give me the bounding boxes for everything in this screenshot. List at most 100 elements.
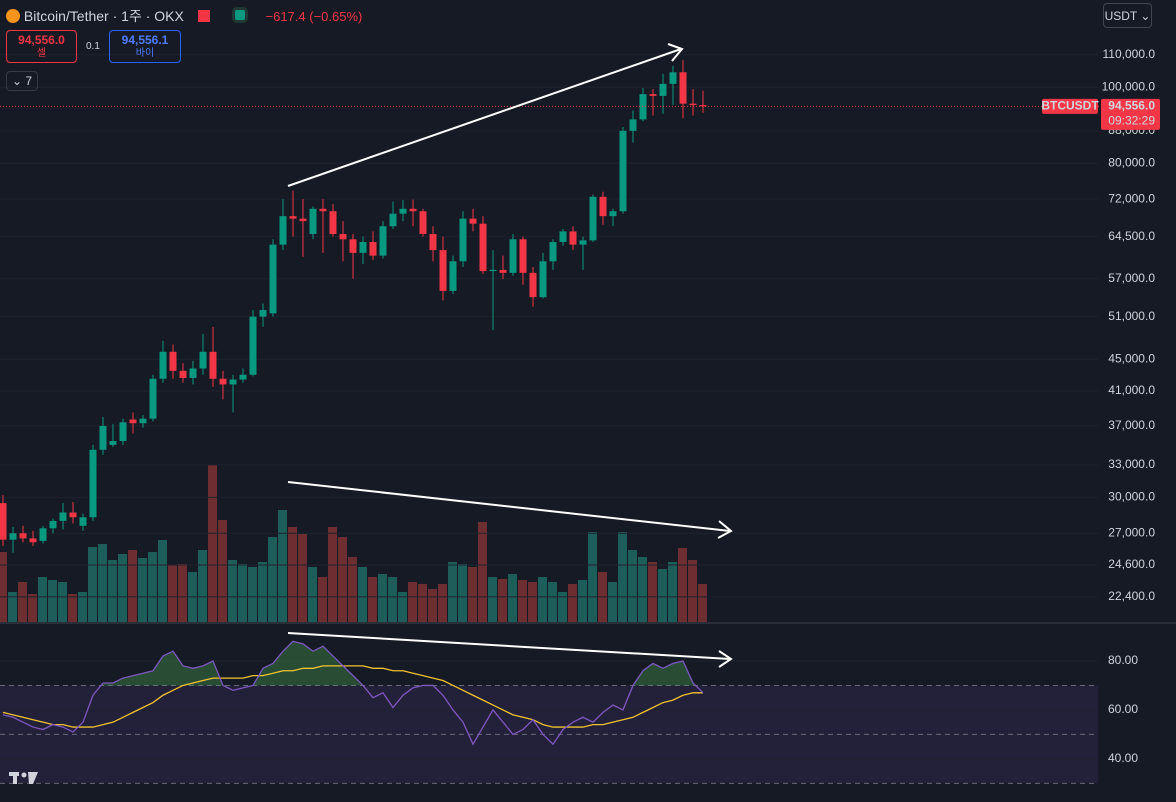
candle-body — [289, 216, 297, 219]
candle-body — [219, 378, 227, 385]
volume-bar — [398, 592, 407, 622]
y-tick-label: 64,500.0 — [1108, 229, 1155, 243]
y-tick-label: 22,400.0 — [1108, 589, 1155, 603]
y-tick-label: 30,000.0 — [1108, 490, 1155, 504]
volume-bar — [508, 574, 517, 622]
volume-bar — [528, 582, 537, 622]
trend-arrow — [287, 481, 731, 532]
volume-bar — [168, 565, 177, 622]
volume-bar — [628, 550, 637, 622]
arrow-head — [717, 520, 733, 539]
symbol-tag — [1042, 98, 1098, 114]
buy-button[interactable]: 94,556.1 바이 — [109, 30, 181, 63]
candle-body — [369, 241, 377, 256]
candle-body — [399, 208, 407, 214]
volume-bar — [568, 584, 577, 622]
candle-body — [569, 231, 577, 245]
volume-bar — [448, 562, 457, 622]
candle-body — [469, 218, 477, 224]
currency-selector[interactable]: USDT ⌄ — [1103, 3, 1152, 28]
candle-body — [69, 512, 77, 518]
symbol-title[interactable]: Bitcoin/Tether · 1주 · OKX — [23, 8, 184, 24]
volume-bar — [18, 582, 27, 622]
candle-body — [39, 528, 47, 541]
candle-body — [189, 368, 197, 378]
countdown-label: 09:32:29 — [1108, 114, 1155, 128]
candle-body — [359, 241, 367, 253]
candle-body — [419, 211, 427, 235]
candle-body — [549, 241, 557, 262]
volume-bar — [268, 537, 277, 622]
candle-body — [319, 208, 327, 212]
last-price-tag — [1101, 98, 1160, 130]
candle-body — [459, 218, 467, 262]
volume-bar — [328, 527, 337, 622]
volume-bar — [458, 564, 467, 622]
candle-body — [489, 269, 497, 272]
volume-bar — [468, 567, 477, 622]
volume-bar — [138, 558, 147, 622]
candle-body — [529, 272, 537, 298]
volume-bar — [218, 520, 227, 622]
indicator-count: 7 — [25, 74, 33, 88]
volume-bar — [608, 582, 617, 622]
tv-logo — [9, 772, 38, 784]
chevron: ⌄ — [11, 74, 23, 88]
volume-bar — [158, 540, 167, 622]
rsi-line — [2, 640, 704, 746]
y-tick-label: 24,600.0 — [1108, 557, 1155, 571]
candle-body — [379, 226, 387, 256]
sell-button[interactable]: 94,556.0 셀 — [6, 30, 77, 63]
sell-label: 셀 — [36, 48, 47, 59]
spread: 0.1 — [86, 41, 100, 52]
volume-bar — [68, 594, 77, 622]
candle-body — [109, 441, 117, 445]
volume-bar — [588, 532, 597, 622]
volume-bar — [148, 552, 157, 622]
volume-bar — [38, 577, 47, 622]
candle-body — [599, 196, 607, 217]
volume-bar — [698, 584, 707, 622]
volume-bar — [128, 550, 137, 622]
volume-bar — [358, 567, 367, 622]
trend-arrow — [287, 632, 731, 660]
candle-body — [119, 422, 127, 442]
volume-bar — [638, 557, 647, 622]
market-status[interactable] — [231, 7, 248, 23]
volume-bar — [278, 510, 287, 622]
sell-price: 94,556.0 — [18, 33, 65, 47]
candle-body — [699, 105, 707, 107]
candle-body — [149, 378, 157, 419]
indicator-toggle[interactable]: ⌄ 7 — [6, 71, 38, 91]
y-tick-label: 72,000.0 — [1108, 191, 1155, 205]
symbol-label: BTCUSDT — [1041, 99, 1099, 113]
volume-bar — [258, 562, 267, 622]
candle-body — [679, 72, 687, 104]
candle-body — [209, 351, 217, 379]
candle-body — [229, 379, 237, 385]
volume-bar — [98, 544, 107, 622]
candle-body — [179, 370, 187, 378]
candle-body — [509, 239, 517, 273]
y-tick-label: 80,000.0 — [1108, 155, 1155, 169]
y-tick-label: 57,000.0 — [1108, 271, 1155, 285]
volume-bar — [558, 592, 567, 622]
volume-bar — [578, 580, 587, 622]
candle-body — [299, 218, 307, 222]
volume-bar — [478, 522, 487, 622]
y-tick-label: 80.00 — [1108, 653, 1138, 667]
volume-bar — [178, 564, 187, 622]
volume-bar — [618, 532, 627, 622]
volume-bar — [368, 577, 377, 622]
flag-icon[interactable] — [197, 10, 210, 22]
volume-bar — [668, 562, 677, 622]
y-tick-label: 40.00 — [1108, 751, 1138, 765]
volume-bar — [548, 582, 557, 622]
candle-body — [649, 94, 657, 96]
candle-body — [339, 234, 347, 240]
volume-bar — [198, 550, 207, 622]
volume-bar — [108, 560, 117, 622]
candle-body — [259, 310, 267, 317]
candle-body — [89, 449, 97, 518]
candle-body — [29, 538, 37, 543]
